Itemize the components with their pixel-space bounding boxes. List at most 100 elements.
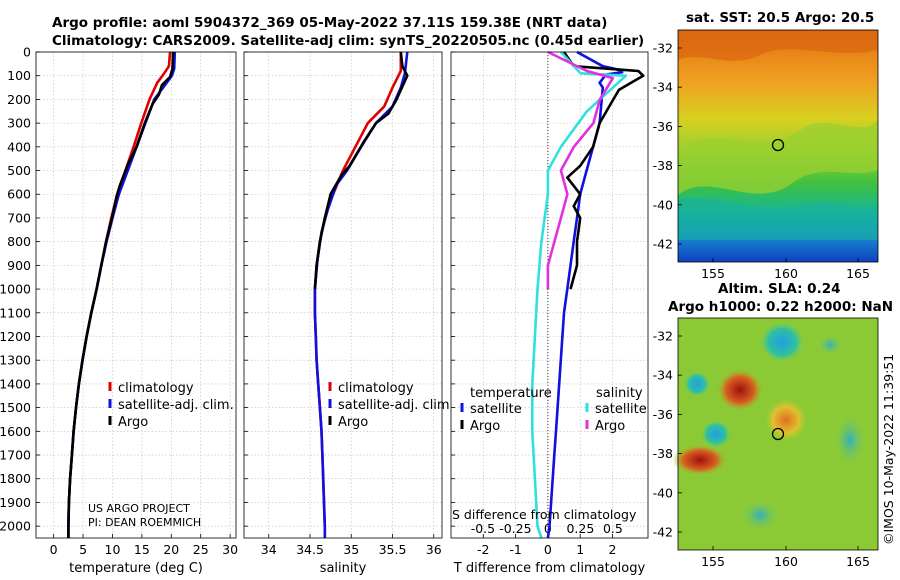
project-label: US ARGO PROJECT (88, 502, 190, 515)
figure-title-line1: Argo profile: aoml 5904372_369 05-May-20… (52, 15, 607, 31)
x-tick-label: 1 (576, 542, 584, 557)
x-tick-label: -1 (509, 542, 521, 557)
temperature-panel: 0100200300400500600700800900100011001200… (0, 45, 238, 577)
legend-label: satellite-adj. clim. (118, 398, 234, 413)
depth-tick-label: 300 (7, 116, 31, 131)
depth-tick-label: 800 (7, 234, 31, 249)
depth-tick-label: 700 (7, 210, 31, 225)
depth-tick-label: 1400 (0, 376, 31, 391)
plot-frame (450, 51, 649, 539)
depth-tick-label: 500 (7, 163, 31, 178)
series-line-s-argo (546, 50, 615, 290)
x-tick-label: 0 (50, 542, 58, 557)
sla-south-feature (738, 497, 782, 533)
x-tick-label: 34 (261, 542, 277, 557)
sst-map: -32 -34 -36 -38 -40 -42 155 160 165 (653, 29, 879, 281)
lat-tick-label: -34 (653, 80, 673, 95)
x-axis-label: salinity (320, 561, 367, 576)
depth-tick-label: 1600 (0, 424, 31, 439)
salinity-panel: 34 34.5 35 35.5 36 climatology satellite-adj. … (243, 51, 454, 576)
x-tick-label: 35 (343, 542, 359, 557)
x-tick-label: 5 (79, 542, 87, 557)
lat-tick-label: -40 (653, 197, 673, 212)
legend-s-satellite-label: satellite (595, 402, 647, 417)
lon-tick-label: 165 (846, 266, 870, 281)
sla-map: -32 -34 -36 -38 -40 -42 155 160 165 (653, 317, 879, 569)
legend-t-satellite-label: satellite (470, 402, 522, 417)
depth-tick-label: 100 (7, 68, 31, 83)
series-line-t-argo (562, 51, 645, 290)
legend-label: climatology (338, 381, 414, 396)
depth-tick-label: 1000 (0, 282, 31, 297)
sla-map-frame (677, 317, 879, 551)
figure-title-line2: Climatology: CARS2009. Satellite-adj cli… (52, 33, 644, 49)
plot-area (451, 52, 648, 538)
depth-tick-label: 400 (7, 139, 31, 154)
lat-tick-label: -32 (653, 41, 673, 56)
sla-ne-feature (816, 333, 844, 357)
s-difference-axis-label: S difference from climatology (452, 507, 637, 522)
sst-map-title: sat. SST: 20.5 Argo: 20.5 (686, 10, 874, 26)
legend-label: Argo (118, 415, 148, 430)
lon-tick-label: 155 (701, 266, 725, 281)
depth-tick-label: 200 (7, 92, 31, 107)
x-tick-label: 20 (163, 542, 179, 557)
x-tick-label: 2 (608, 542, 616, 557)
lon-tick-label: 165 (846, 554, 870, 569)
x-tick-label: 15 (134, 542, 150, 557)
legend-label: climatology (118, 381, 194, 396)
depth-tick-label: 1800 (0, 471, 31, 486)
sst-warm-band (678, 30, 878, 61)
legend-label: Argo (338, 415, 368, 430)
sla-low-eddy (758, 320, 806, 364)
x-tick-label: 10 (105, 542, 121, 557)
lat-tick-label: -42 (653, 237, 673, 252)
lat-tick-label: -34 (653, 368, 673, 383)
series-line-argo (313, 51, 409, 290)
depth-tick-label: 1100 (0, 305, 31, 320)
x-tick-label: 34.5 (296, 542, 324, 557)
plot-area (244, 52, 442, 538)
lat-tick-label: -38 (653, 158, 673, 173)
sst-cool-band (678, 197, 878, 240)
lon-tick-label: 160 (774, 266, 798, 281)
series-line-s-satellite (530, 51, 628, 539)
lat-tick-label: -42 (653, 525, 673, 540)
s-diff-tick-label: -0.5 (471, 521, 495, 536)
copyright-stamp: ©IMOS 10-May-2022 11:39:51 (881, 354, 896, 545)
sst-map-frame (677, 29, 879, 263)
depth-tick-label: 0 (23, 45, 31, 60)
depth-tick-label: 1200 (0, 329, 31, 344)
legend-label: satellite-adj. clim. (338, 398, 454, 413)
s-diff-tick-label: 0.25 (566, 521, 594, 536)
sla-high-eddy-west (672, 444, 728, 476)
s-diff-tick-label: -0.25 (499, 521, 531, 536)
x-axis-label: T difference from climatology (453, 561, 646, 576)
x-tick-label: 0 (544, 542, 552, 557)
sla-east-feature (832, 410, 868, 470)
depth-tick-label: 1900 (0, 495, 31, 510)
legend-s-argo-label: Argo (595, 419, 625, 434)
depth-tick-label: 1500 (0, 400, 31, 415)
sla-argo-location-marker (771, 427, 785, 441)
depth-tick-label: 900 (7, 258, 31, 273)
sla-high-eddy (716, 368, 764, 412)
sla-map-title-line2: Argo h1000: 0.22 h2000: NaN (668, 299, 893, 315)
x-tick-label: 36 (426, 542, 442, 557)
plot-frame (243, 51, 443, 539)
legend-title-temperature: temperature (470, 386, 552, 401)
lat-tick-label: -36 (653, 119, 673, 134)
plot-frame (35, 51, 237, 539)
depth-tick-label: 1700 (0, 448, 31, 463)
lat-tick-label: -36 (653, 407, 673, 422)
legend-t-argo-label: Argo (470, 419, 500, 434)
legend-title-salinity: salinity (596, 386, 643, 401)
lat-tick-label: -38 (653, 446, 673, 461)
x-tick-label: 30 (222, 542, 238, 557)
sla-low-eddy-small (683, 370, 711, 398)
plot-area (36, 52, 236, 538)
sst-argo-location-marker (771, 138, 785, 152)
pi-label: PI: DEAN ROEMMICH (88, 516, 201, 529)
lat-tick-label: -32 (653, 329, 673, 344)
